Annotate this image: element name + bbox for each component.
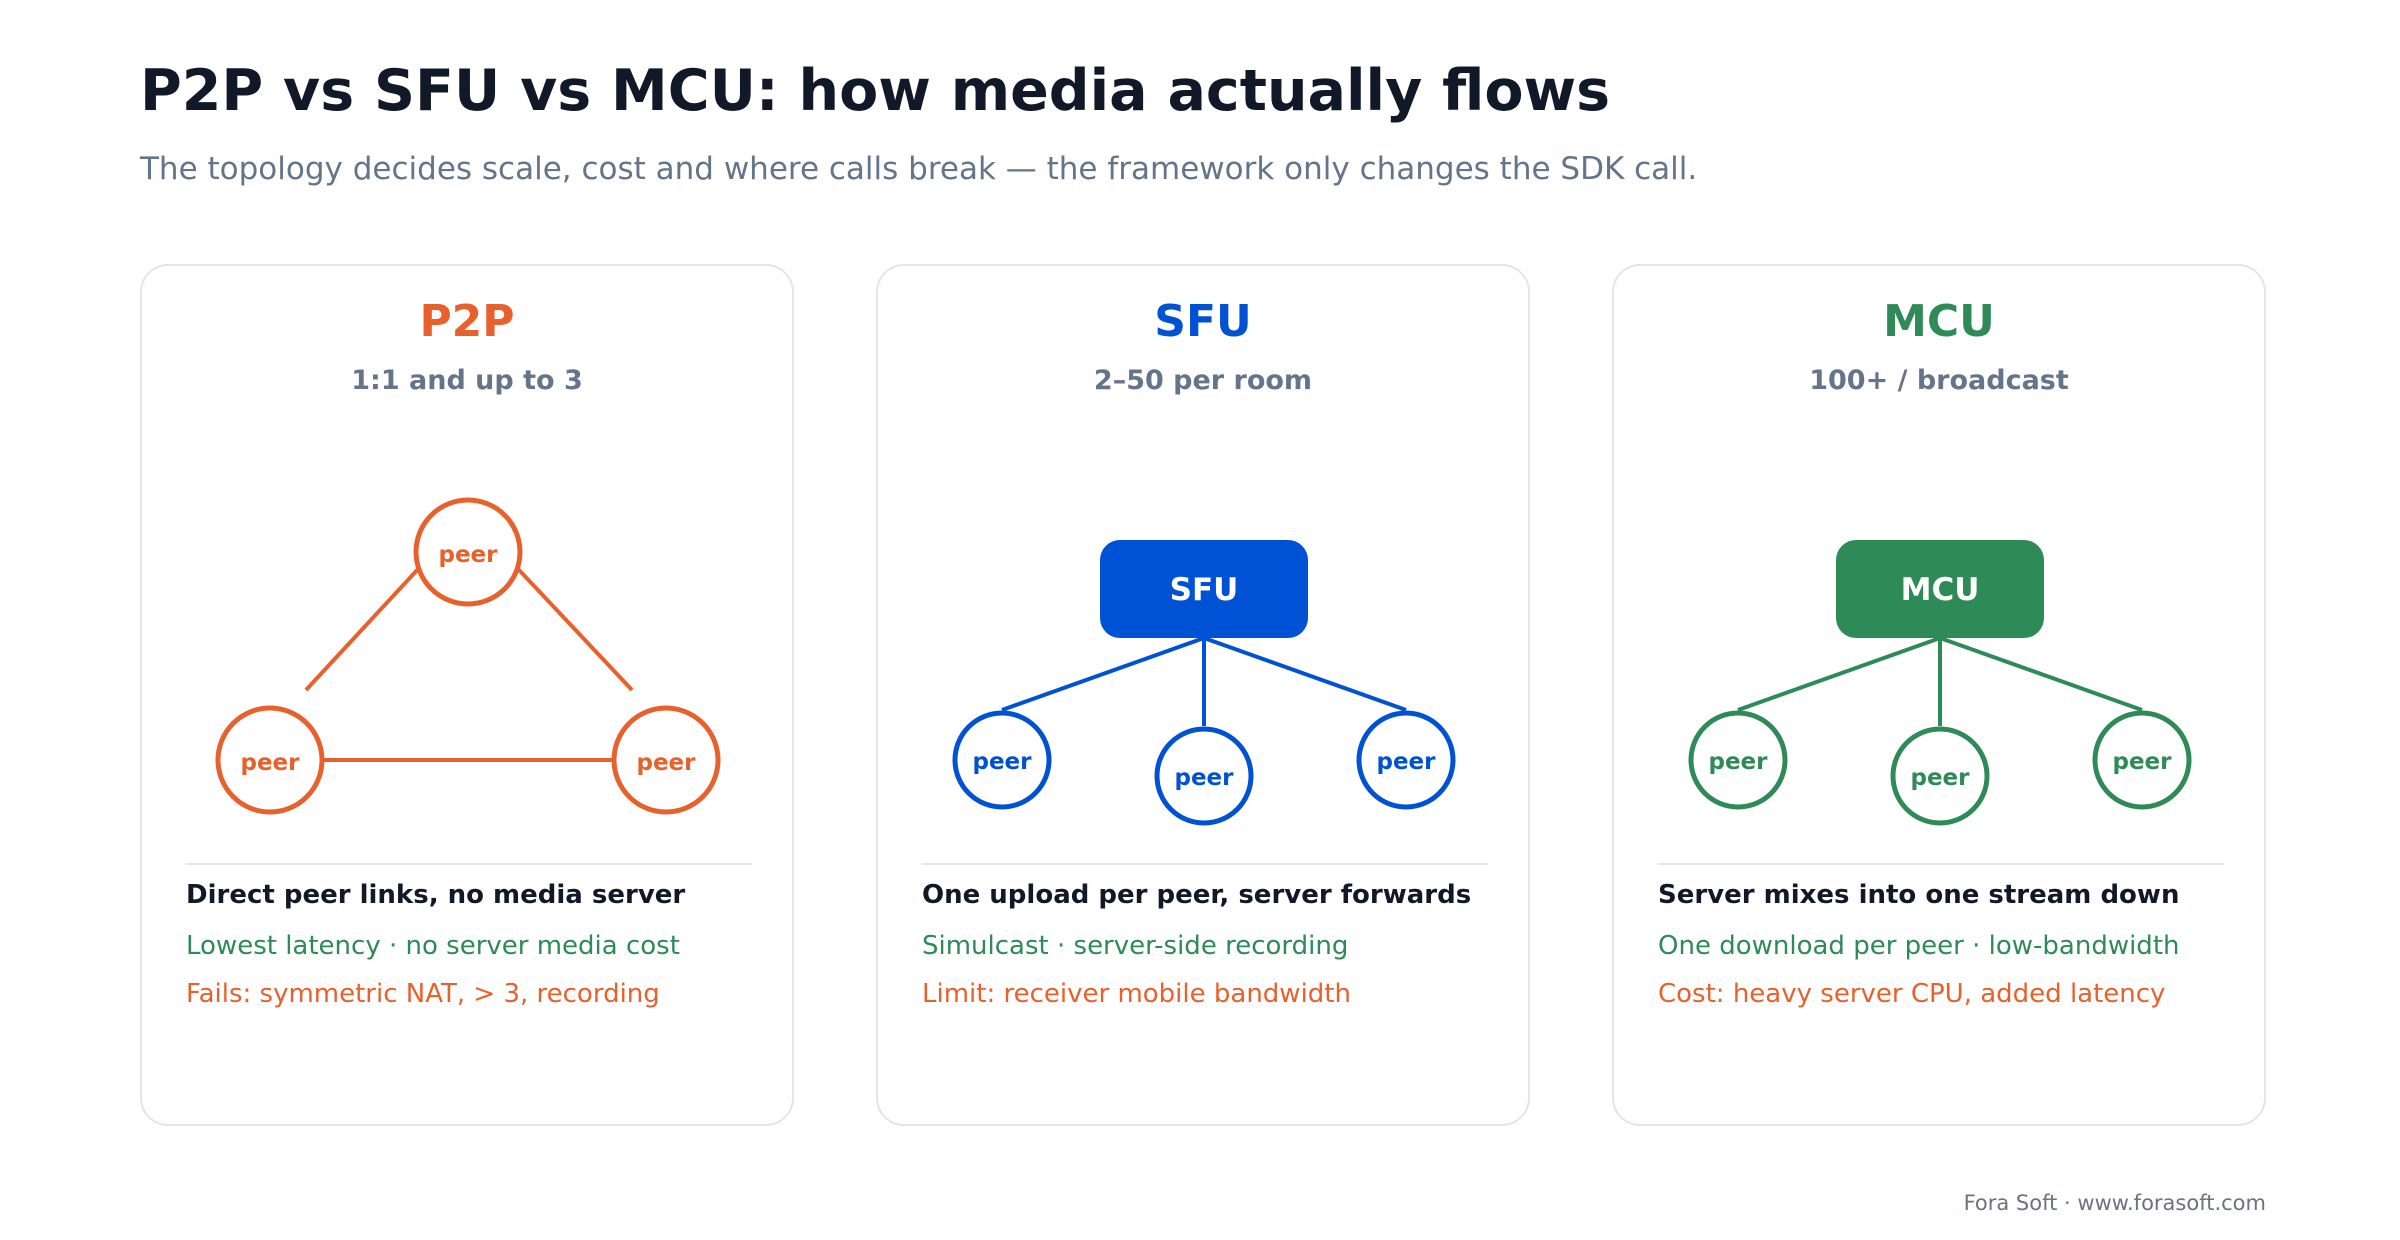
- p2p-link-top-right: [502, 552, 634, 692]
- p2p-mesh-diagram: peer peer peer: [215, 497, 721, 815]
- peer-label: peer: [2112, 749, 2172, 775]
- peer-label: peer: [636, 750, 696, 776]
- sfu-star-diagram: SFU peer peer peer: [952, 540, 1456, 826]
- peer-label: peer: [972, 749, 1032, 775]
- card-title: P2P: [419, 296, 515, 347]
- mcu-link-right: [1939, 636, 2143, 712]
- sfu-link-left: [1001, 636, 1205, 712]
- mcu-server-box: MCU: [1836, 540, 2044, 638]
- card-pros: One download per peer · low-bandwidth: [1658, 931, 2180, 961]
- mcu-star-diagram: MCU peer peer peer: [1688, 540, 2192, 826]
- card-headline: One upload per peer, server forwards: [922, 880, 1472, 910]
- card-divider: [186, 863, 752, 865]
- peer-node: peer: [611, 705, 721, 815]
- card-p2p: P2P 1:1 and up to 3 peer peer peer Direc…: [140, 264, 794, 1126]
- mcu-link-left: [1737, 636, 1941, 712]
- card-pros: Simulcast · server-side recording: [922, 931, 1349, 961]
- card-title: SFU: [1154, 296, 1252, 347]
- peer-label: peer: [1174, 765, 1234, 791]
- card-headline: Server mixes into one stream down: [1658, 880, 2180, 910]
- peer-node: peer: [2092, 710, 2192, 810]
- page-title: P2P vs SFU vs MCU: how media actually fl…: [140, 58, 1611, 124]
- card-pros: Lowest latency · no server media cost: [186, 931, 680, 961]
- footer-credit: Fora Soft · www.forasoft.com: [1963, 1191, 2266, 1215]
- peer-label: peer: [438, 542, 498, 568]
- card-scale: 1:1 and up to 3: [351, 365, 583, 396]
- peer-label: peer: [1910, 765, 1970, 791]
- sfu-link-right: [1203, 636, 1407, 712]
- card-headline: Direct peer links, no media server: [186, 880, 686, 910]
- page-subtitle: The topology decides scale, cost and whe…: [140, 151, 1698, 187]
- card-scale: 100+ / broadcast: [1809, 365, 2069, 396]
- sfu-server-box: SFU: [1100, 540, 1308, 638]
- peer-node: peer: [413, 497, 523, 607]
- peer-label: peer: [1708, 749, 1768, 775]
- card-title: MCU: [1883, 296, 1995, 347]
- card-mcu: MCU 100+ / broadcast MCU peer peer peer …: [1612, 264, 2266, 1126]
- card-cons: Limit: receiver mobile bandwidth: [922, 979, 1351, 1009]
- card-cons: Cost: heavy server CPU, added latency: [1658, 979, 2166, 1009]
- peer-node: peer: [1356, 710, 1456, 810]
- peer-node: peer: [215, 705, 325, 815]
- card-divider: [922, 863, 1488, 865]
- card-divider: [1658, 863, 2224, 865]
- peer-label: peer: [240, 750, 300, 776]
- peer-node: peer: [952, 710, 1052, 810]
- server-label: SFU: [1170, 572, 1239, 608]
- card-scale: 2–50 per room: [1093, 365, 1313, 396]
- card-sfu: SFU 2–50 per room SFU peer peer peer One…: [876, 264, 1530, 1126]
- peer-node: peer: [1890, 726, 1990, 826]
- peer-node: peer: [1688, 710, 1788, 810]
- server-label: MCU: [1901, 572, 1980, 608]
- card-cons: Fails: symmetric NAT, > 3, recording: [186, 979, 660, 1009]
- peer-node: peer: [1154, 726, 1254, 826]
- p2p-link-top-left: [304, 552, 434, 692]
- peer-label: peer: [1376, 749, 1436, 775]
